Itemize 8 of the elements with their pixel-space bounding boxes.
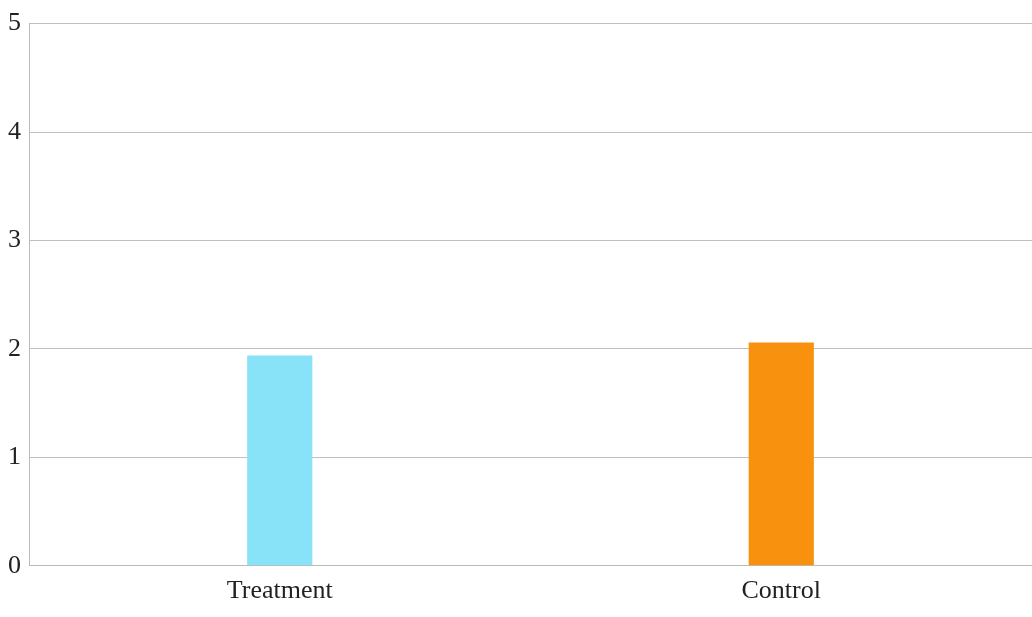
y-tick-label: 2 [8,332,21,362]
y-tick-label: 5 [8,7,21,37]
y-tick-label: 4 [8,115,21,145]
y-tick-label: 1 [8,441,21,471]
x-tick-label: Treatment [226,575,334,605]
x-tick-label: Control [741,575,821,605]
y-tick-label: 0 [8,549,21,579]
y-tick-label: 3 [8,224,21,254]
